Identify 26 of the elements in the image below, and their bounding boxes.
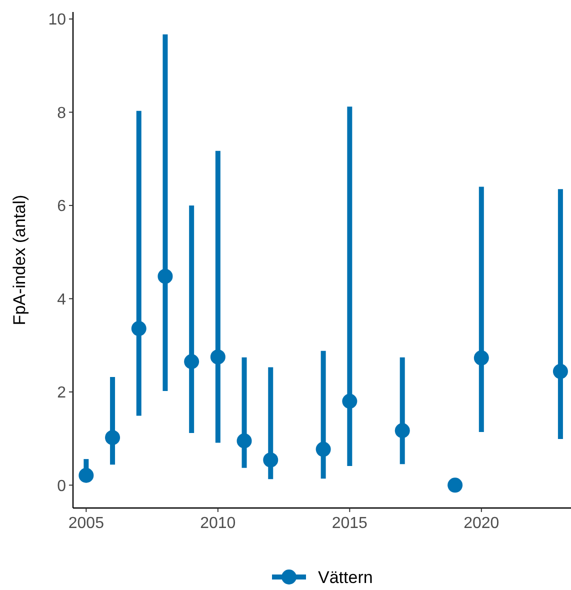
x-tick-label: 2010: [200, 515, 236, 532]
point: [78, 468, 94, 483]
x-tick-label: 2005: [68, 515, 104, 532]
y-tick-label: 2: [57, 384, 66, 402]
y-axis-title: FpA-index (antal): [10, 194, 29, 326]
legend-label: Vättern: [318, 568, 373, 587]
point: [394, 423, 410, 438]
y-tick-label: 6: [57, 198, 66, 216]
point: [448, 478, 463, 493]
point: [210, 349, 226, 364]
point: [158, 268, 173, 284]
y-tick-label: 10: [48, 12, 66, 29]
point: [552, 364, 568, 379]
y-tick-label: 4: [57, 291, 66, 308]
x-tick-label: 2020: [464, 515, 500, 532]
point: [131, 321, 146, 336]
y-tick-label: 8: [57, 104, 66, 122]
point: [184, 354, 200, 370]
point: [316, 442, 331, 457]
point: [263, 452, 278, 468]
point: [236, 433, 252, 448]
y-tick-label: 0: [57, 478, 66, 495]
point: [342, 394, 358, 409]
point: [474, 350, 489, 366]
x-tick-label: 2015: [332, 515, 368, 532]
point: [105, 430, 120, 446]
